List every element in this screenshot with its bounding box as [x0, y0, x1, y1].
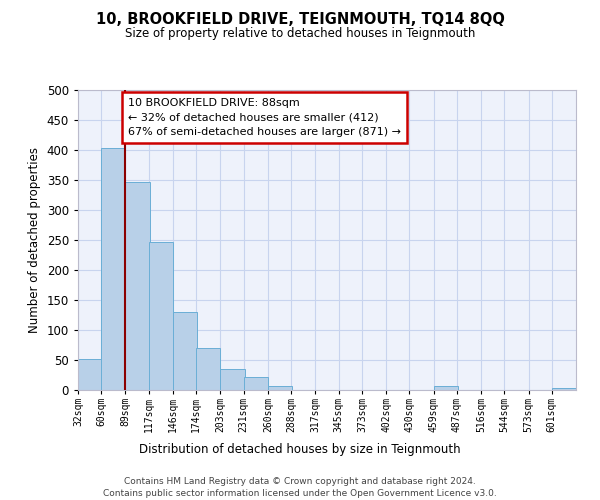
Bar — [552, 388, 576, 390]
Bar — [125, 182, 149, 390]
Y-axis label: Number of detached properties: Number of detached properties — [28, 147, 41, 333]
Text: Distribution of detached houses by size in Teignmouth: Distribution of detached houses by size … — [139, 442, 461, 456]
Bar — [173, 312, 197, 390]
Bar — [268, 386, 292, 390]
Bar — [149, 242, 173, 390]
Bar — [101, 148, 125, 390]
Bar — [78, 360, 102, 390]
Bar — [220, 369, 245, 390]
Text: 10, BROOKFIELD DRIVE, TEIGNMOUTH, TQ14 8QQ: 10, BROOKFIELD DRIVE, TEIGNMOUTH, TQ14 8… — [95, 12, 505, 28]
Text: Contains public sector information licensed under the Open Government Licence v3: Contains public sector information licen… — [103, 489, 497, 498]
Text: Size of property relative to detached houses in Teignmouth: Size of property relative to detached ho… — [125, 28, 475, 40]
Bar — [434, 386, 458, 390]
Bar — [244, 377, 268, 390]
Bar — [196, 348, 220, 390]
Text: 10 BROOKFIELD DRIVE: 88sqm
← 32% of detached houses are smaller (412)
67% of sem: 10 BROOKFIELD DRIVE: 88sqm ← 32% of deta… — [128, 98, 401, 138]
Text: Contains HM Land Registry data © Crown copyright and database right 2024.: Contains HM Land Registry data © Crown c… — [124, 478, 476, 486]
